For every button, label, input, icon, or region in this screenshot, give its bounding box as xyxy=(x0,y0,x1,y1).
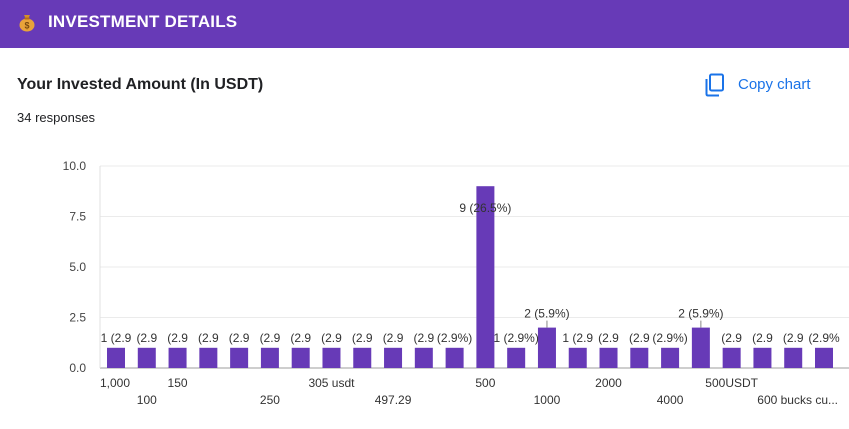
x-tick-label: 250 xyxy=(260,393,280,407)
bar[interactable] xyxy=(291,347,310,368)
svg-text:$: $ xyxy=(24,21,29,31)
data-label: (2.9%) xyxy=(437,331,472,345)
x-tick-label: 500USDT xyxy=(705,376,758,390)
data-label: (2.9 xyxy=(167,331,188,345)
bar[interactable] xyxy=(137,347,156,368)
section-title: INVESTMENT DETAILS xyxy=(48,12,238,31)
x-tick-label: 4000 xyxy=(657,393,684,407)
copy-chart-label: Copy chart xyxy=(738,76,811,93)
data-label: (2.9 xyxy=(260,331,281,345)
bar[interactable] xyxy=(107,347,125,368)
data-label: (2.9 xyxy=(752,331,773,345)
bar[interactable] xyxy=(414,347,433,368)
bar[interactable] xyxy=(230,347,249,368)
x-tick-label: 500 xyxy=(475,376,495,390)
bar[interactable] xyxy=(199,347,218,368)
x-tick-label: 100 xyxy=(137,393,157,407)
bar-chart: 0.02.55.07.510.0 1 (2.9 (2.9 (2.9 (2.9 (2.9(… xyxy=(63,159,849,407)
data-label: 1 (2.9 xyxy=(101,331,132,345)
data-label: (2.9 xyxy=(383,331,404,345)
data-label: (2.9 xyxy=(352,331,373,345)
data-label: (2.9% xyxy=(808,331,840,345)
data-label: 9 (26.5%) xyxy=(459,201,511,215)
bar[interactable] xyxy=(353,347,372,368)
x-tick-label: 600 bucks cu... xyxy=(757,393,838,407)
bar[interactable] xyxy=(476,186,495,368)
question-title: Your Invested Amount (In USDT) xyxy=(17,76,264,93)
bar[interactable] xyxy=(260,347,279,368)
data-label: (2.9 xyxy=(721,331,742,345)
data-label: 1 (2.9 xyxy=(562,331,593,345)
bar[interactable] xyxy=(722,347,741,368)
data-label: (2.9 xyxy=(783,331,804,345)
bar[interactable] xyxy=(599,347,618,368)
x-tick-label: 2000 xyxy=(595,376,622,390)
x-tick-label: 497.29 xyxy=(375,393,412,407)
bar[interactable] xyxy=(784,347,803,368)
y-tick-label: 2.5 xyxy=(69,311,86,325)
data-label: 2 (5.9%) xyxy=(524,307,569,321)
data-label: (2.9 xyxy=(598,331,619,345)
x-tick-label: 1,000 xyxy=(100,376,130,390)
data-label: (2.9 xyxy=(413,331,434,345)
data-label: (2.9 xyxy=(321,331,342,345)
bar[interactable] xyxy=(445,347,464,368)
y-tick-label: 5.0 xyxy=(69,260,86,274)
data-label: 2 (5.9%) xyxy=(678,307,723,321)
bar[interactable] xyxy=(691,327,710,368)
data-label: (2.9 xyxy=(290,331,311,345)
bar[interactable] xyxy=(753,347,772,368)
bar[interactable] xyxy=(630,347,649,368)
bar[interactable] xyxy=(661,347,680,368)
x-tick-label: 305 usdt xyxy=(308,376,355,390)
bar[interactable] xyxy=(815,347,833,368)
bar[interactable] xyxy=(168,347,187,368)
data-label: (2.9 xyxy=(229,331,250,345)
data-label: (2.9 xyxy=(136,331,157,345)
bar[interactable] xyxy=(568,347,587,368)
data-label: (2.9 xyxy=(198,331,219,345)
x-tick-label: 150 xyxy=(168,376,188,390)
bar[interactable] xyxy=(507,347,526,368)
section-header: $ INVESTMENT DETAILS xyxy=(0,0,849,48)
bar[interactable] xyxy=(322,347,341,368)
bar[interactable] xyxy=(537,327,556,368)
data-label: 1 (2.9%) xyxy=(493,331,538,345)
y-tick-label: 0.0 xyxy=(69,361,86,375)
x-tick-label: 1000 xyxy=(534,393,561,407)
response-count: 34 responses xyxy=(17,110,96,125)
bar[interactable] xyxy=(384,347,403,368)
y-tick-label: 7.5 xyxy=(69,210,86,224)
data-label: (2.9%) xyxy=(652,331,687,345)
copy-chart-button[interactable]: Copy chart xyxy=(700,70,832,102)
y-tick-label: 10.0 xyxy=(63,159,87,173)
money-bag-icon: $ xyxy=(19,15,35,32)
copy-icon xyxy=(705,73,724,97)
data-label: (2.9 xyxy=(629,331,650,345)
